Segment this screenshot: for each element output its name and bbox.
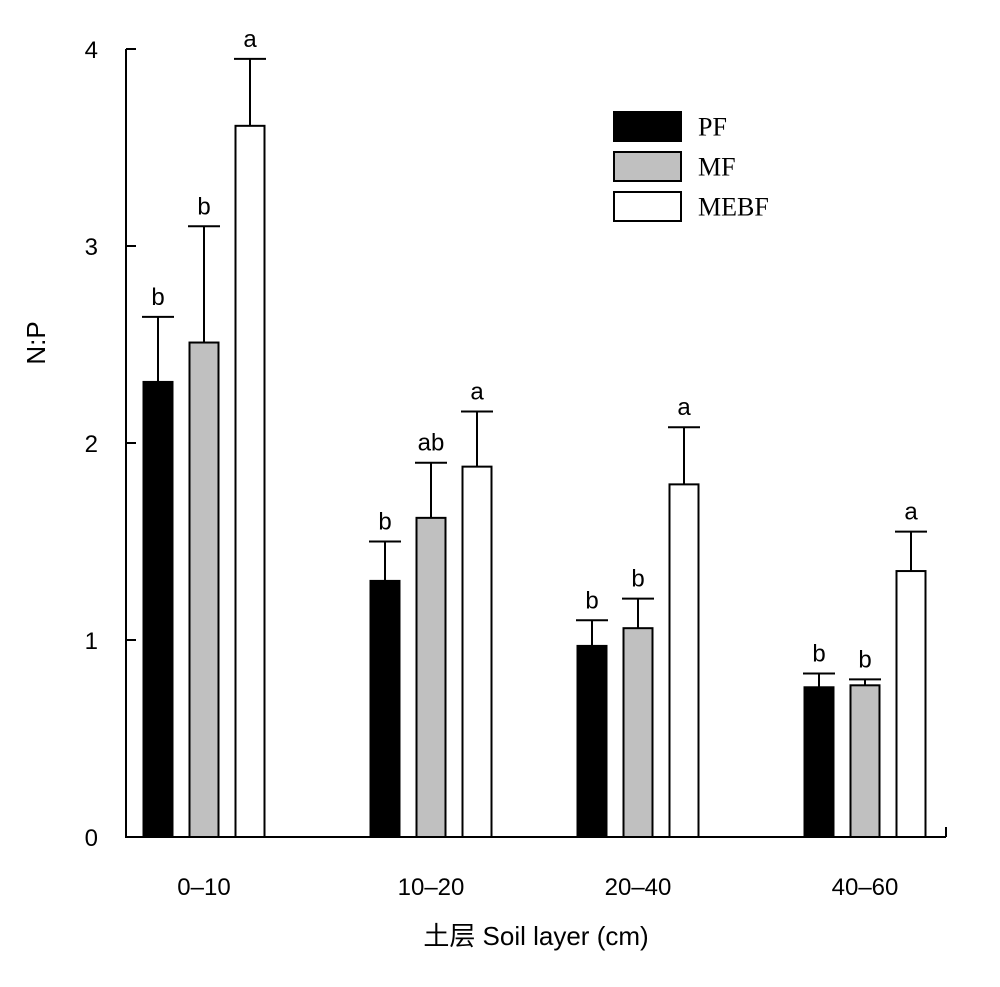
y-tick-label-0: 0: [85, 825, 98, 852]
bars-layer: [142, 124, 927, 839]
y-axis-title: N:P: [21, 321, 51, 364]
error-bar-pf-0: [142, 315, 174, 382]
y-tick-label-1: 1: [85, 628, 98, 655]
bar-mebf-3: [895, 570, 927, 838]
error-bar-pf-2: [576, 619, 608, 646]
significance-letter-pf-3: b: [812, 640, 825, 667]
error-bar-mebf-3: [895, 530, 927, 572]
bar-pf-1: [369, 579, 401, 839]
x-tick-label-1: 10–20: [398, 874, 465, 901]
bar-mebf-1: [461, 465, 493, 838]
significance-letter-mebf-0: a: [243, 26, 257, 53]
legend-label-pf: PF: [698, 113, 727, 142]
axes-layer: 0–10 10–20 20–40 40–60 0 1 2 3 4: [85, 37, 947, 901]
bar-pf-0: [142, 380, 174, 838]
error-bar-mf-0: [188, 225, 220, 343]
bar-pf-3: [803, 686, 835, 839]
bar-mf-3: [849, 684, 881, 838]
y-tick-label-3: 3: [85, 234, 98, 261]
bar-mebf-2: [668, 483, 700, 838]
bar-mebf-0: [234, 124, 266, 838]
error-bar-pf-1: [369, 540, 401, 581]
legend-item-mf: MF: [613, 151, 736, 182]
bar-mf-1: [415, 516, 447, 838]
significance-letter-mf-0: b: [197, 193, 210, 220]
legend-swatch-mf: [613, 151, 682, 182]
y-tick-label-2: 2: [85, 431, 98, 458]
error-bar-mebf-1: [461, 410, 493, 467]
significance-letter-pf-1: b: [378, 509, 391, 536]
significance-letter-mf-1: ab: [418, 430, 445, 457]
error-bar-mf-1: [415, 461, 447, 518]
significance-letter-mebf-1: a: [470, 378, 484, 405]
error-bar-mf-3: [849, 678, 881, 686]
bar-pf-2: [576, 644, 608, 838]
significance-letter-mebf-2: a: [677, 394, 691, 421]
error-bar-mf-2: [622, 597, 654, 629]
bar-mf-0: [188, 341, 220, 838]
x-tick-label-2: 20–40: [605, 874, 672, 901]
y-tick-label-4: 4: [85, 37, 98, 64]
legend-label-mebf: MEBF: [698, 193, 769, 222]
legend-item-mebf: MEBF: [613, 191, 769, 222]
significance-letter-mf-3: b: [858, 646, 871, 673]
x-tick-label-3: 40–60: [832, 874, 899, 901]
error-bar-mebf-0: [234, 57, 266, 126]
significance-letter-mebf-3: a: [904, 499, 918, 526]
error-bars-layer: [142, 57, 927, 688]
legend-swatch-pf: [613, 111, 682, 142]
legend-item-pf: PF: [613, 111, 727, 142]
significance-letter-pf-0: b: [151, 284, 164, 311]
bar-mf-2: [622, 627, 654, 838]
legend: PF MF MEBF: [613, 111, 769, 222]
legend-label-mf: MF: [698, 153, 736, 182]
error-bar-pf-3: [803, 672, 835, 688]
x-tick-label-0: 0–10: [177, 874, 230, 901]
significance-letter-mf-2: b: [631, 566, 644, 593]
x-axis-title: 土层 Soil layer (cm): [423, 921, 648, 951]
legend-swatch-mebf: [613, 191, 682, 222]
error-bar-mebf-2: [668, 426, 700, 485]
significance-letter-pf-2: b: [585, 587, 598, 614]
